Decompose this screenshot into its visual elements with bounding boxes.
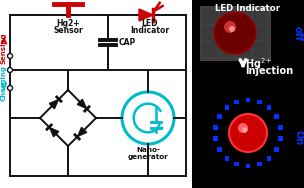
Bar [234,162,239,166]
Text: Sensor: Sensor [53,26,83,35]
Bar [257,162,261,166]
Polygon shape [77,99,86,108]
Bar [192,0,304,188]
Bar [213,125,218,130]
Text: Indicator: Indicator [130,26,170,35]
Text: LED Indicator: LED Indicator [216,4,281,13]
Circle shape [8,54,12,58]
Circle shape [214,12,256,54]
Text: off: off [293,27,303,42]
Text: LED: LED [142,19,158,28]
Text: Nano-: Nano- [136,147,160,153]
Bar [267,156,271,161]
Bar [278,125,283,130]
Bar [267,105,271,110]
Bar [225,105,229,110]
Text: Injection: Injection [245,66,293,76]
Bar [234,100,239,104]
Bar [274,147,279,152]
Circle shape [238,123,248,133]
Circle shape [122,92,174,144]
Polygon shape [50,128,59,137]
Circle shape [8,86,12,90]
Circle shape [229,26,235,32]
Bar [213,136,218,141]
Bar [246,164,250,168]
Text: Hg$^{2+}$: Hg$^{2+}$ [245,56,273,72]
Bar [274,114,279,119]
Polygon shape [49,100,58,109]
Text: Charging: Charging [1,65,7,101]
Circle shape [8,67,12,73]
Bar [217,147,222,152]
Text: CAP: CAP [119,38,136,47]
Polygon shape [139,9,153,21]
Bar [217,114,222,119]
Bar [257,100,261,104]
Circle shape [243,127,247,133]
Text: Sensing: Sensing [1,32,7,64]
Bar [200,6,270,60]
Bar [246,98,250,102]
Bar [225,156,229,161]
Text: On: On [293,130,303,146]
Circle shape [224,21,236,33]
Bar [278,136,283,141]
Text: generator: generator [128,154,168,160]
Text: Hg2+: Hg2+ [56,19,80,28]
Circle shape [229,114,267,152]
Polygon shape [78,127,87,136]
